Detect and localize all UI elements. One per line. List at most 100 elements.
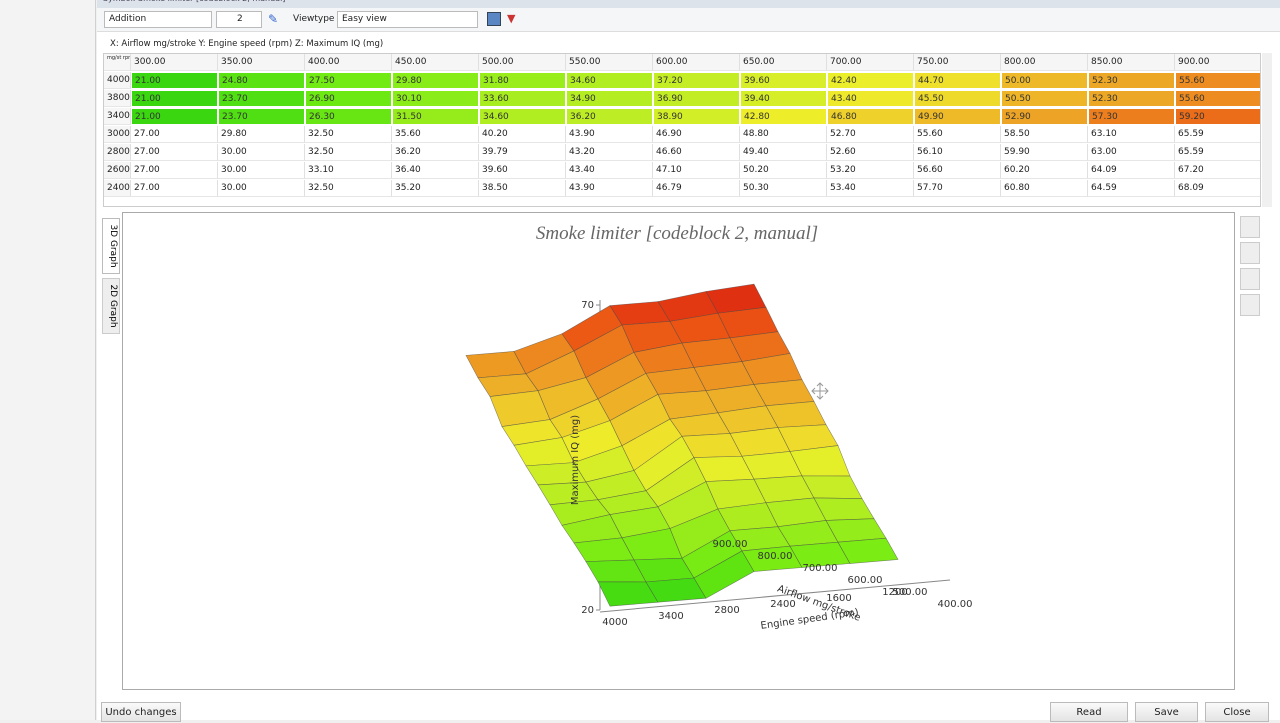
side-panel (0, 0, 96, 720)
value-cell: 50.50 (1001, 90, 1088, 107)
column-header: 900.00 (1175, 54, 1260, 71)
column-header: 350.00 (218, 54, 305, 71)
rotate-right[interactable] (1240, 294, 1260, 316)
value-cell: 46.60 (653, 144, 740, 161)
value-cell: 42.80 (740, 108, 827, 125)
value-cell: 29.80 (392, 72, 479, 89)
value-cell: 35.60 (392, 126, 479, 143)
read-button[interactable]: Read (1050, 702, 1128, 722)
value-cell: 21.00 (131, 72, 218, 89)
value-cell: 65.59 (1175, 126, 1260, 143)
value-cell: 30.00 (218, 144, 305, 161)
value-cell: 33.60 (479, 90, 566, 107)
clear-icon[interactable]: ▼ (507, 12, 516, 25)
airflow-tick-label: 500.00 (893, 587, 928, 598)
value-cell: 46.80 (827, 108, 914, 125)
value-cell: 27.00 (131, 162, 218, 179)
z-tick-label: 70 (581, 300, 594, 311)
amount-input[interactable]: 2 (216, 11, 262, 28)
row-header: 3000 (104, 126, 131, 143)
map-table: mg/st rpm 300.00 350.00 400.00 450.00 500.00 5… (103, 53, 1261, 207)
value-cell: 27.50 (305, 72, 392, 89)
save-button[interactable]: Save (1135, 702, 1198, 722)
airflow-tick-label: 800.00 (758, 551, 793, 562)
value-cell: 49.40 (740, 144, 827, 161)
value-cell: 36.40 (392, 162, 479, 179)
value-cell: 49.90 (914, 108, 1001, 125)
zoom-out[interactable] (1240, 242, 1260, 264)
value-cell: 48.80 (740, 126, 827, 143)
value-cell: 60.80 (1001, 180, 1088, 197)
value-cell: 52.30 (1088, 72, 1175, 89)
airflow-tick-label: 400.00 (938, 599, 973, 610)
value-cell: 39.40 (740, 90, 827, 107)
move-cursor (811, 382, 829, 400)
scrollbar[interactable] (1262, 53, 1272, 207)
graph-title: Smoke limiter [codeblock 2, manual] (536, 223, 818, 244)
value-cell: 44.70 (914, 72, 1001, 89)
value-cell: 56.60 (914, 162, 1001, 179)
tab-2d-label: 2D Graph (108, 284, 118, 327)
value-cell: 65.59 (1175, 144, 1260, 161)
value-cell: 32.50 (305, 126, 392, 143)
value-cell: 34.90 (566, 90, 653, 107)
value-cell: 34.60 (566, 72, 653, 89)
tab-2d[interactable] (102, 278, 120, 334)
value-cell: 27.00 (131, 126, 218, 143)
value-cell: 43.90 (566, 180, 653, 197)
rpm-axis (599, 579, 951, 613)
value-cell: 38.90 (653, 108, 740, 125)
value-cell: 55.60 (1175, 72, 1260, 89)
apply-icon[interactable]: ✎ (268, 12, 279, 26)
value-cell: 52.70 (827, 126, 914, 143)
rotate-left[interactable] (1240, 268, 1260, 290)
mode-combo[interactable]: Addition (104, 11, 212, 28)
undo-button[interactable]: Undo changes (101, 702, 181, 722)
column-header: 800.00 (1001, 54, 1088, 71)
value-cell: 58.50 (1001, 126, 1088, 143)
value-cell: 30.00 (218, 162, 305, 179)
viewtype-combo[interactable]: Easy view (337, 11, 478, 28)
value-cell: 43.20 (566, 144, 653, 161)
tab-3d-label: 3D Graph (108, 224, 118, 267)
value-cell: 68.09 (1175, 180, 1260, 197)
value-cell: 39.60 (740, 72, 827, 89)
axis-info: X: Airflow mg/stroke Y: Engine speed (rp… (110, 39, 384, 49)
row-header: 4000 (104, 72, 131, 89)
value-cell: 53.20 (827, 162, 914, 179)
value-cell: 26.30 (305, 108, 392, 125)
column-header: 700.00 (827, 54, 914, 71)
value-cell: 27.00 (131, 144, 218, 161)
value-cell: 36.20 (566, 108, 653, 125)
value-cell: 38.50 (479, 180, 566, 197)
tab-3d[interactable] (102, 218, 120, 274)
value-cell: 60.20 (1001, 162, 1088, 179)
value-cell: 57.30 (1088, 108, 1175, 125)
value-cell: 52.90 (1001, 108, 1088, 125)
value-cell: 31.50 (392, 108, 479, 125)
value-cell: 47.10 (653, 162, 740, 179)
value-cell: 30.00 (218, 180, 305, 197)
rpm-tick-label: 2400 (770, 599, 795, 610)
value-cell: 55.60 (1175, 90, 1260, 107)
value-cell: 32.50 (305, 144, 392, 161)
graph-tools (1240, 216, 1260, 316)
rpm-tick-label: 1600 (826, 593, 851, 604)
close-button[interactable]: Close (1205, 702, 1269, 722)
value-cell: 64.09 (1088, 162, 1175, 179)
value-cell: 50.00 (1001, 72, 1088, 89)
surface-cell (837, 537, 899, 564)
zoom-in[interactable] (1240, 216, 1260, 238)
value-cell: 55.60 (914, 126, 1001, 143)
row-header: 2400 (104, 180, 131, 197)
column-header: 550.00 (566, 54, 653, 71)
value-cell: 27.00 (131, 180, 218, 197)
value-cell: 59.20 (1175, 108, 1260, 125)
value-cell: 46.90 (653, 126, 740, 143)
export-icon[interactable] (487, 12, 501, 26)
value-cell: 43.40 (566, 162, 653, 179)
value-cell: 50.20 (740, 162, 827, 179)
value-cell: 30.10 (392, 90, 479, 107)
viewtype-label: Viewtype (293, 14, 335, 24)
